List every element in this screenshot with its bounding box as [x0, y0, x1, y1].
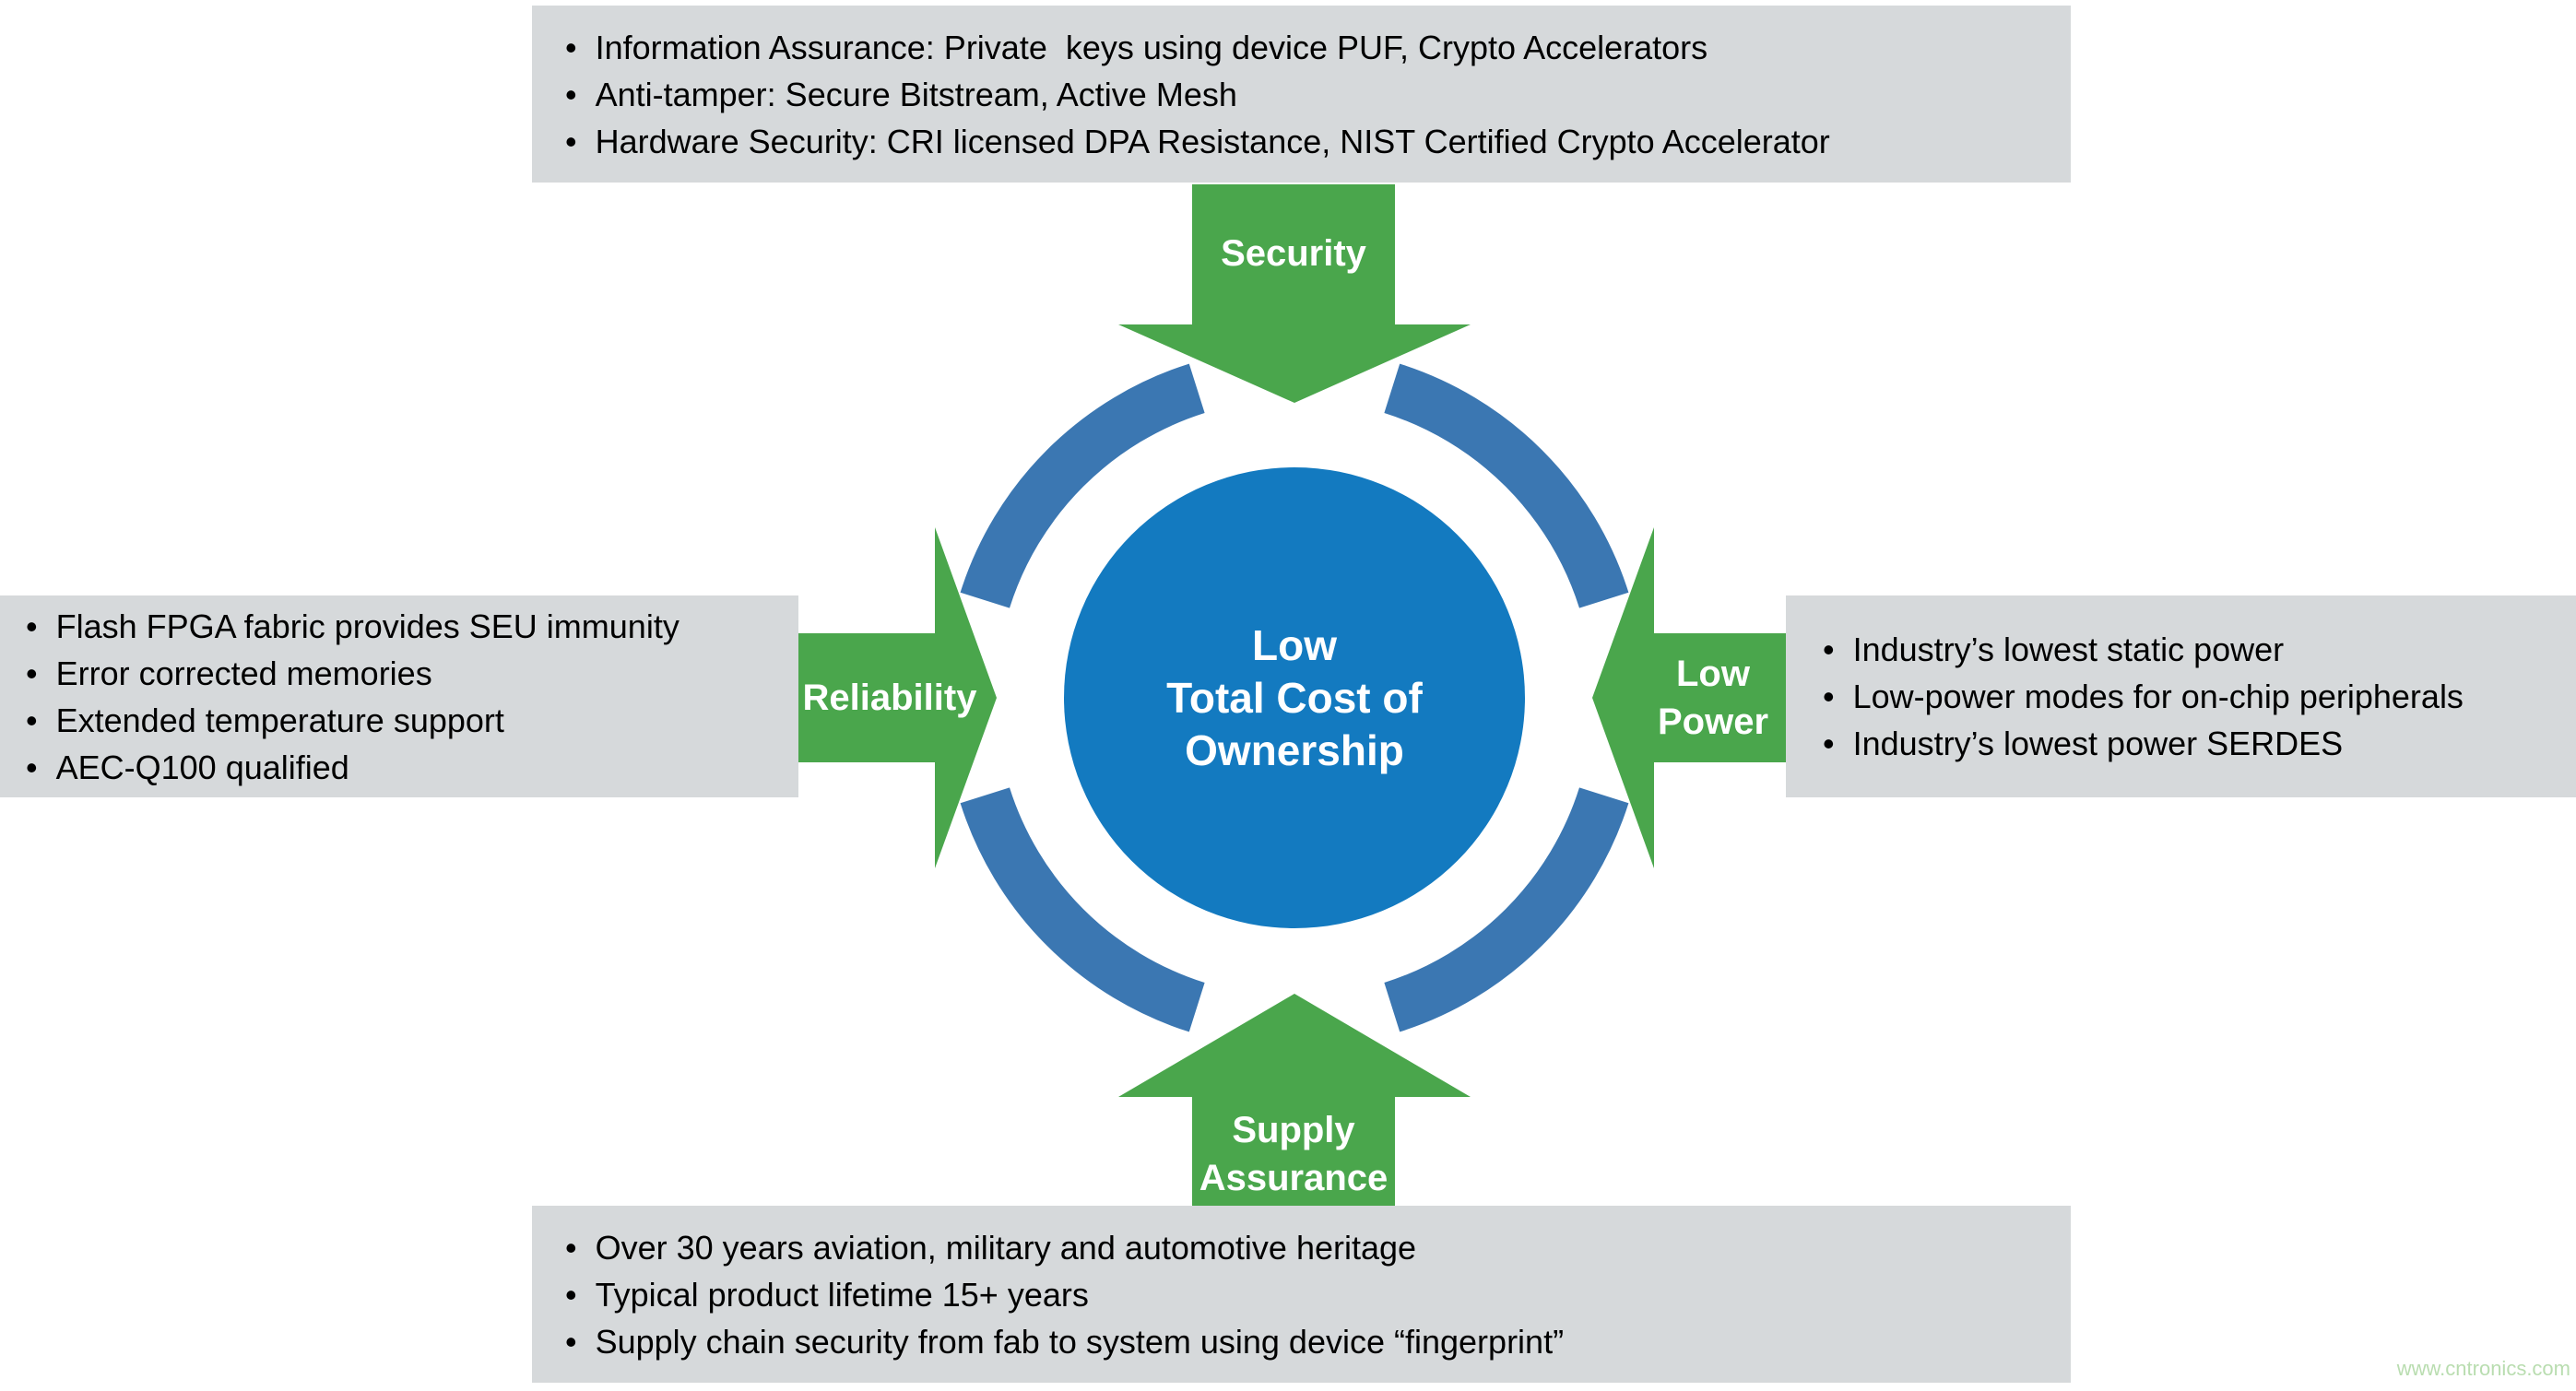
- bullet-text: Typical product lifetime 15+ years: [595, 1275, 1089, 1314]
- bullet-glyph: •: [26, 654, 38, 692]
- supply-assurance-callout-box: • Over 30 years aviation, military and a…: [532, 1206, 2071, 1383]
- bullet-glyph: •: [26, 607, 38, 645]
- bullet-text: Error corrected memories: [55, 654, 432, 692]
- bullet-text: Flash FPGA fabric provides SEU immunity: [55, 607, 679, 645]
- reliability-callout-box: • Flash FPGA fabric provides SEU immunit…: [0, 595, 798, 797]
- label-line: Supply: [1232, 1110, 1355, 1150]
- bullet-item: • Industry’s lowest static power: [1823, 626, 2576, 673]
- center-title-line: Ownership: [1185, 726, 1404, 774]
- security-arrow-label: Security: [1192, 230, 1395, 277]
- bullet-glyph: •: [565, 1275, 577, 1314]
- bullet-glyph: •: [565, 28, 577, 66]
- bullet-text: Low-power modes for on-chip peripherals: [1852, 678, 2464, 715]
- bullet-item: • Over 30 years aviation, military and a…: [565, 1224, 2071, 1271]
- reliability-arrow-label: Reliability: [779, 674, 1000, 722]
- label-line: Assurance: [1199, 1158, 1388, 1198]
- center-circle-title: Low Total Cost of Ownership: [1064, 619, 1525, 777]
- label-line: Reliability: [802, 678, 977, 718]
- bullet-item: • Flash FPGA fabric provides SEU immunit…: [26, 603, 798, 650]
- bullet-item: • Typical product lifetime 15+ years: [565, 1271, 2071, 1318]
- bullet-text: Extended temperature support: [55, 701, 504, 739]
- bullet-item: • Hardware Security: CRI licensed DPA Re…: [565, 118, 2071, 165]
- center-title-line: Low: [1252, 621, 1337, 669]
- bullet-text: Supply chain security from fab to system…: [595, 1322, 1565, 1361]
- bullet-item: • Error corrected memories: [26, 650, 798, 697]
- low-power-arrow: [1592, 527, 1786, 868]
- bullet-item: • Industry’s lowest power SERDES: [1823, 720, 2576, 767]
- bullet-item: • Supply chain security from fab to syst…: [565, 1318, 2071, 1365]
- ring-arc-bottom-left: [960, 787, 1205, 1032]
- label-line: Low: [1676, 654, 1750, 694]
- bullet-text: Over 30 years aviation, military and aut…: [595, 1228, 1417, 1267]
- bullet-glyph: •: [1823, 678, 1835, 715]
- ring-arc-top-left: [960, 363, 1205, 608]
- ring-arc-top-right: [1384, 363, 1629, 608]
- supply-assurance-arrow-label: Supply Assurance: [1192, 1106, 1395, 1202]
- low-power-callout-box: • Industry’s lowest static power • Low-p…: [1786, 595, 2576, 797]
- bullet-item: • Anti-tamper: Secure Bitstream, Active …: [565, 71, 2071, 118]
- bullet-glyph: •: [565, 1228, 577, 1267]
- bullet-glyph: •: [565, 75, 577, 113]
- center-title-line: Total Cost of: [1166, 674, 1423, 722]
- bullet-item: • Extended temperature support: [26, 697, 798, 744]
- security-arrow: [1118, 184, 1471, 403]
- bullet-glyph: •: [26, 748, 38, 786]
- bullet-text: Information Assurance: Private keys usin…: [595, 28, 1708, 66]
- supply-assurance-arrow: [1118, 994, 1471, 1206]
- bullet-item: • Low-power modes for on-chip peripheral…: [1823, 673, 2576, 720]
- low-power-arrow-label: Low Power: [1621, 650, 1805, 746]
- bullet-text: Industry’s lowest power SERDES: [1852, 725, 2344, 762]
- watermark-text: www.cntronics.com: [2396, 1357, 2570, 1380]
- bullet-glyph: •: [565, 1322, 577, 1361]
- bullet-text: Anti-tamper: Secure Bitstream, Active Me…: [595, 75, 1237, 113]
- bullet-glyph: •: [26, 701, 38, 739]
- bullet-item: • Information Assurance: Private keys us…: [565, 24, 2071, 71]
- bullet-text: Hardware Security: CRI licensed DPA Resi…: [595, 122, 1830, 160]
- security-callout-box: • Information Assurance: Private keys us…: [532, 6, 2071, 183]
- bullet-glyph: •: [1823, 725, 1835, 762]
- bullet-glyph: •: [565, 122, 577, 160]
- bullet-glyph: •: [1823, 631, 1835, 668]
- center-circle: [1064, 467, 1525, 928]
- label-line: Power: [1657, 701, 1769, 742]
- bullet-text: Industry’s lowest static power: [1852, 631, 2285, 668]
- bullet-text: AEC-Q100 qualified: [55, 748, 349, 786]
- ring-arc-bottom-right: [1384, 787, 1629, 1032]
- label-line: Security: [1221, 233, 1366, 274]
- bullet-item: • AEC-Q100 qualified: [26, 744, 798, 791]
- reliability-arrow: [792, 527, 997, 868]
